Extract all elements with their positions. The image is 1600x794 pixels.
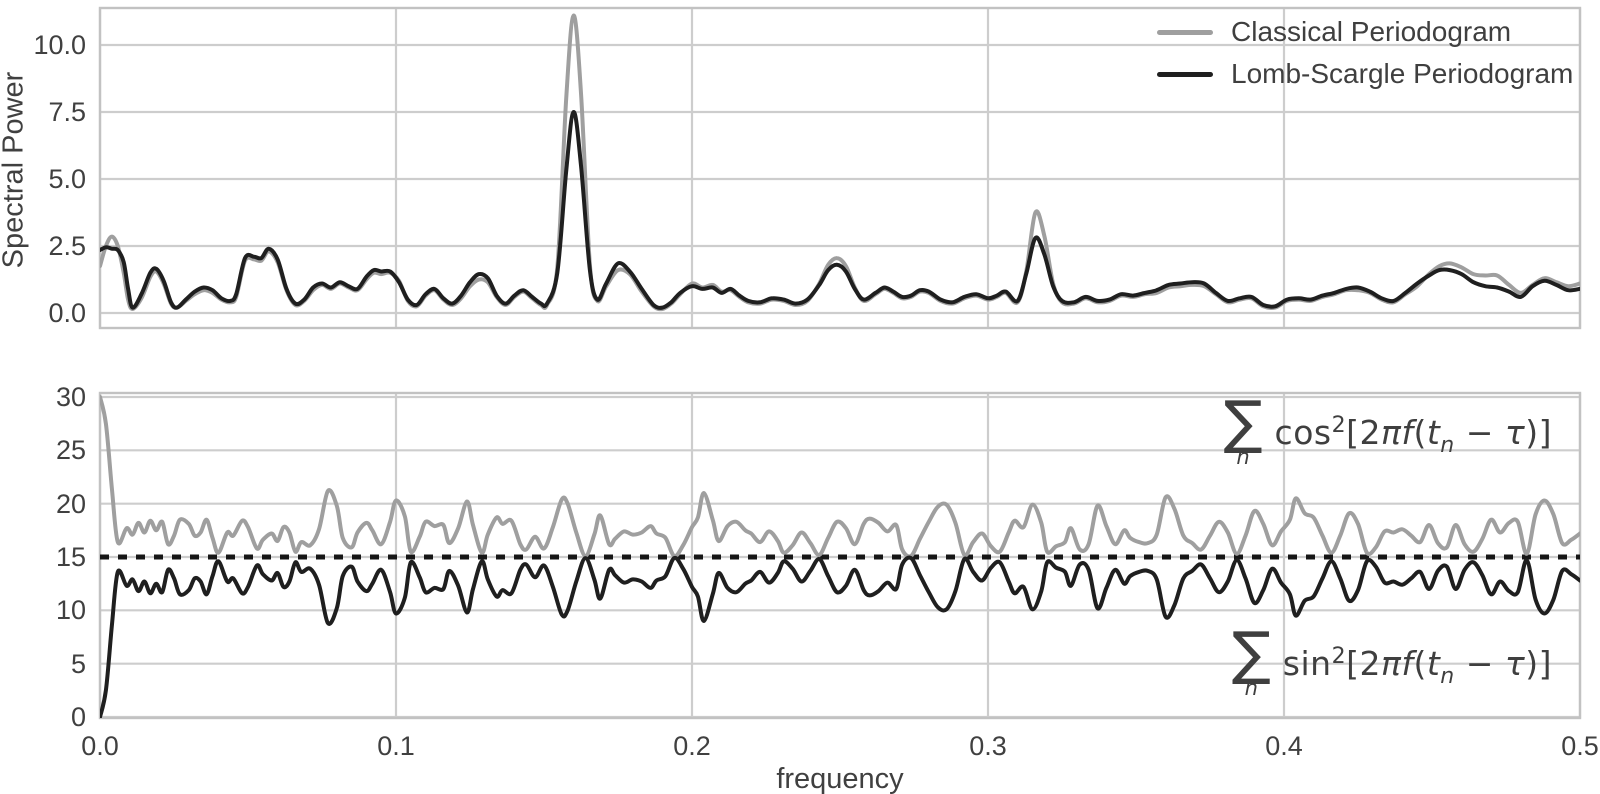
sin-squared-sum-annotation: ∑ n sin2[2πf(tn − τ)]	[1231, 619, 1552, 701]
x-tick-label-0.2: 0.2	[673, 731, 711, 761]
series-black-cos-sin-components-panel	[100, 555, 1580, 718]
x-tick-label-0.4: 0.4	[1265, 731, 1303, 761]
top-y-tick-label-10.0: 10.0	[33, 30, 86, 60]
axes-frame	[98, 6, 1582, 330]
classical-periodogram-line-swatch	[1157, 29, 1213, 35]
legend: Classical Periodogram Lomb-Scargle Perio…	[1157, 11, 1573, 95]
bottom-y-tick-label-25: 25	[55, 435, 86, 466]
series-black-periodogram-panel	[100, 109, 1580, 310]
sigma-subscript: n	[1244, 676, 1258, 701]
lomb-scargle-periodogram-line-swatch	[1157, 71, 1213, 77]
series-gray-cos-sin-components-panel	[100, 395, 1580, 559]
bottom-y-tick-label-5: 5	[70, 648, 86, 679]
top-y-tick-label-7.5: 7.5	[48, 97, 86, 127]
legend-entry-lomb-scargle: Lomb-Scargle Periodogram	[1157, 53, 1573, 95]
bottom-y-tick-label-0: 0	[70, 702, 86, 732]
x-tick-label-0.3: 0.3	[969, 731, 1007, 761]
top-y-tick-label-5.0: 5.0	[48, 164, 86, 194]
x-tick-label-0.0: 0.0	[81, 731, 119, 761]
legend-entry-classical: Classical Periodogram	[1157, 11, 1573, 53]
top-y-tick-label-0.0: 0.0	[48, 298, 86, 328]
cos-sin-components-panel	[98, 391, 1582, 720]
cos-formula-body: cos2[2πf(tn − τ)]	[1274, 413, 1552, 459]
sigma-glyph: ∑	[1223, 388, 1263, 456]
bottom-y-tick-label-15: 15	[55, 541, 86, 572]
cos-squared-sum-annotation: ∑ n cos2[2πf(tn − τ)]	[1223, 388, 1552, 470]
bottom-y-tick-label-30: 30	[55, 381, 86, 412]
legend-label-lomb-scargle: Lomb-Scargle Periodogram	[1231, 58, 1574, 89]
summation-symbol: ∑ n	[1223, 388, 1263, 470]
bottom-y-tick-label-10: 10	[55, 595, 86, 626]
periodogram-panel	[98, 6, 1582, 330]
x-tick-label-0.5: 0.5	[1561, 731, 1599, 761]
bottom-y-tick-label-20: 20	[55, 488, 86, 519]
x-tick-label-0.1: 0.1	[377, 731, 415, 761]
summation-symbol: ∑ n	[1231, 619, 1271, 701]
sin-formula-body: sin2[2πf(tn − τ)]	[1282, 644, 1552, 690]
legend-label-classical: Classical Periodogram	[1231, 16, 1512, 47]
x-axis-label: frequency	[776, 763, 904, 794]
top-y-tick-label-2.5: 2.5	[48, 231, 86, 261]
sigma-glyph: ∑	[1231, 619, 1271, 687]
sigma-subscript: n	[1236, 445, 1250, 470]
